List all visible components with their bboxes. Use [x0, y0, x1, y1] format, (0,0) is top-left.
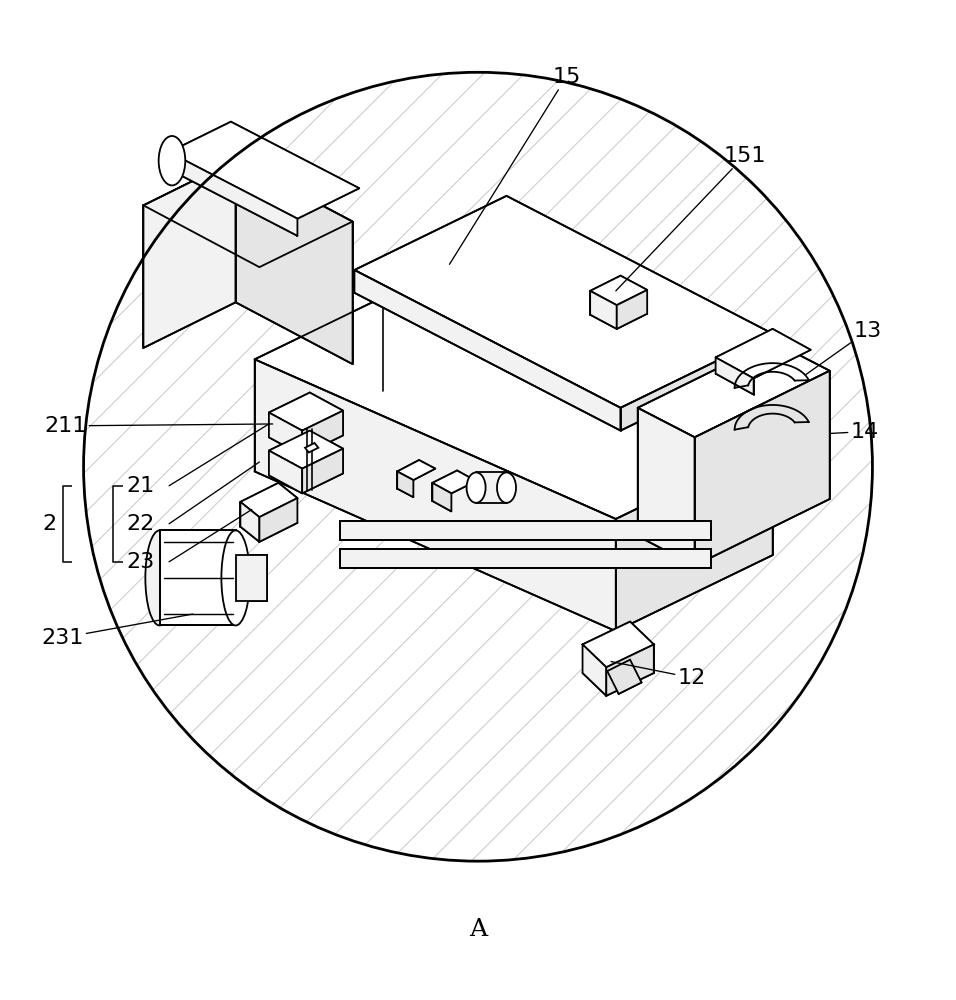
Polygon shape [590, 276, 647, 305]
Text: 231: 231 [41, 614, 193, 648]
Polygon shape [716, 329, 811, 378]
Text: 151: 151 [616, 146, 766, 291]
Text: 13: 13 [806, 321, 881, 375]
Ellipse shape [467, 472, 486, 503]
Polygon shape [235, 160, 353, 364]
Polygon shape [616, 443, 772, 631]
Polygon shape [305, 443, 318, 452]
Text: 23: 23 [126, 552, 155, 572]
Polygon shape [269, 393, 343, 431]
Polygon shape [355, 196, 772, 408]
Polygon shape [620, 334, 772, 431]
Polygon shape [302, 411, 343, 455]
Polygon shape [143, 160, 235, 348]
Polygon shape [259, 498, 297, 542]
Polygon shape [606, 644, 654, 696]
Polygon shape [160, 530, 235, 625]
Text: 14: 14 [830, 422, 879, 442]
Ellipse shape [497, 472, 516, 503]
Ellipse shape [145, 530, 174, 625]
Polygon shape [432, 471, 476, 493]
Polygon shape [254, 283, 772, 519]
Ellipse shape [222, 530, 250, 625]
Polygon shape [695, 371, 830, 566]
Polygon shape [355, 270, 620, 431]
Text: 15: 15 [449, 67, 580, 264]
Polygon shape [302, 449, 343, 493]
Polygon shape [169, 122, 359, 219]
Polygon shape [582, 644, 606, 696]
Polygon shape [582, 622, 654, 667]
Polygon shape [638, 408, 695, 566]
Polygon shape [590, 291, 617, 329]
Polygon shape [638, 341, 830, 437]
Polygon shape [617, 290, 647, 329]
Polygon shape [607, 660, 641, 694]
Polygon shape [143, 160, 353, 267]
Text: 2: 2 [43, 514, 57, 534]
Polygon shape [235, 555, 267, 601]
Polygon shape [240, 502, 259, 542]
Polygon shape [269, 431, 343, 469]
Polygon shape [240, 483, 297, 517]
Polygon shape [169, 152, 297, 236]
Polygon shape [716, 357, 753, 395]
Circle shape [83, 72, 873, 861]
Polygon shape [340, 549, 711, 568]
Polygon shape [254, 359, 616, 631]
Polygon shape [432, 483, 451, 511]
Text: 12: 12 [611, 662, 706, 688]
Polygon shape [397, 471, 413, 497]
Ellipse shape [159, 136, 185, 185]
Text: A: A [469, 918, 487, 941]
Polygon shape [397, 460, 435, 480]
Text: 21: 21 [126, 476, 155, 496]
Polygon shape [269, 413, 302, 455]
Polygon shape [340, 521, 711, 540]
Polygon shape [269, 451, 302, 493]
Text: 22: 22 [126, 514, 155, 534]
Text: 211: 211 [44, 416, 272, 436]
